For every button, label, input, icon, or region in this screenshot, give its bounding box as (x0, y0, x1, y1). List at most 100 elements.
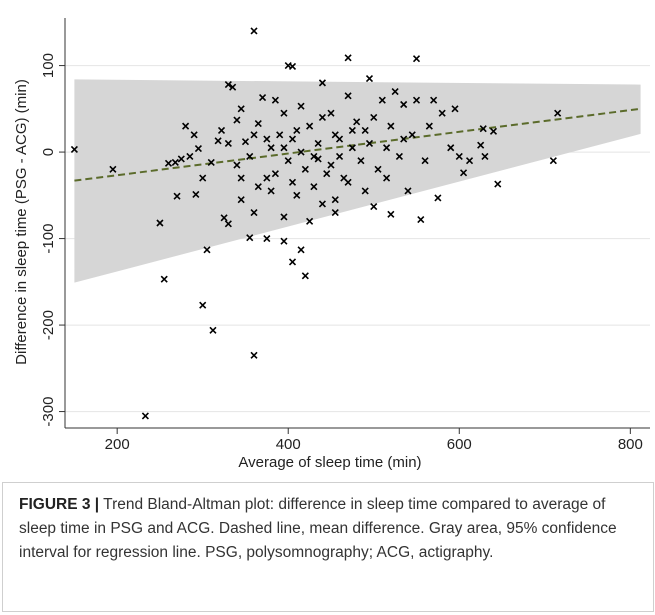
point (314, 139, 322, 147)
point (109, 165, 117, 173)
point (250, 131, 258, 139)
point (194, 145, 202, 153)
point (310, 152, 318, 160)
point (327, 161, 335, 169)
point (254, 119, 262, 128)
point (288, 62, 297, 71)
point (224, 139, 232, 147)
point (267, 187, 275, 195)
point (160, 275, 168, 283)
point (271, 96, 279, 104)
trend-line (74, 107, 641, 182)
point (164, 159, 173, 167)
point (229, 83, 237, 91)
point (190, 131, 198, 139)
point (192, 190, 200, 199)
point (237, 196, 245, 204)
point (353, 118, 361, 126)
point (549, 157, 557, 165)
caption-text: Trend Bland-Altman plot: difference in s… (19, 496, 617, 561)
point (237, 174, 245, 182)
point (199, 174, 207, 182)
point (314, 155, 322, 163)
point (173, 192, 181, 200)
point (477, 141, 485, 149)
point (182, 122, 190, 130)
point (250, 351, 258, 359)
point (387, 122, 395, 130)
y-tick-label: -300 (40, 397, 57, 427)
point (250, 209, 258, 217)
point (447, 144, 455, 152)
point (254, 183, 262, 191)
point (434, 194, 442, 202)
point (323, 170, 331, 178)
point (489, 127, 498, 135)
point (344, 178, 352, 186)
confidence-band (74, 79, 641, 283)
point (408, 131, 416, 139)
y-tick-label: 100 (40, 53, 57, 78)
point (327, 109, 335, 117)
point (271, 170, 279, 178)
point (241, 138, 250, 146)
point (318, 200, 326, 208)
point (171, 158, 179, 167)
point (263, 235, 271, 243)
point (224, 81, 232, 89)
y-axis-label: Difference in sleep time (PSG - ACG) (mi… (13, 79, 30, 365)
point (276, 131, 284, 139)
x-tick-label: 200 (105, 436, 130, 453)
point (459, 169, 468, 177)
point (421, 157, 429, 165)
point (263, 174, 271, 182)
point (412, 96, 421, 104)
point (391, 87, 399, 96)
point (301, 165, 309, 173)
point (370, 202, 378, 211)
point (250, 27, 258, 35)
point (301, 272, 309, 280)
point (361, 126, 369, 135)
point (224, 220, 232, 228)
point (141, 412, 149, 420)
point (293, 126, 301, 135)
point (365, 74, 374, 83)
point (237, 105, 245, 113)
x-axis-label: Average of sleep time (min) (238, 454, 421, 471)
point (417, 215, 425, 224)
point (331, 209, 339, 217)
y-tick-label: -100 (40, 224, 57, 254)
point (288, 258, 297, 266)
point (280, 237, 288, 245)
point (306, 217, 314, 225)
x-tick-label: 400 (276, 436, 301, 453)
x-tick-label: 600 (447, 436, 472, 453)
chart: Average of sleep time (min) Difference i… (13, 18, 650, 471)
point (70, 145, 78, 154)
point (203, 246, 211, 254)
point (370, 113, 378, 122)
point (310, 183, 318, 191)
point (331, 196, 339, 204)
point (214, 137, 222, 145)
point (186, 152, 194, 160)
point (209, 326, 217, 334)
point (318, 79, 326, 87)
point (481, 152, 489, 160)
point (365, 139, 374, 147)
point (344, 92, 352, 100)
point (335, 152, 344, 160)
point (233, 116, 241, 124)
caption: FIGURE 3 | Trend Bland-Altman plot: diff… (2, 482, 654, 612)
point (404, 187, 412, 195)
point (438, 109, 446, 117)
point (217, 126, 226, 135)
point (306, 122, 314, 130)
point (156, 219, 164, 227)
point (207, 158, 215, 167)
point (233, 161, 241, 169)
point (400, 135, 408, 143)
point (554, 109, 562, 117)
point (297, 102, 305, 110)
